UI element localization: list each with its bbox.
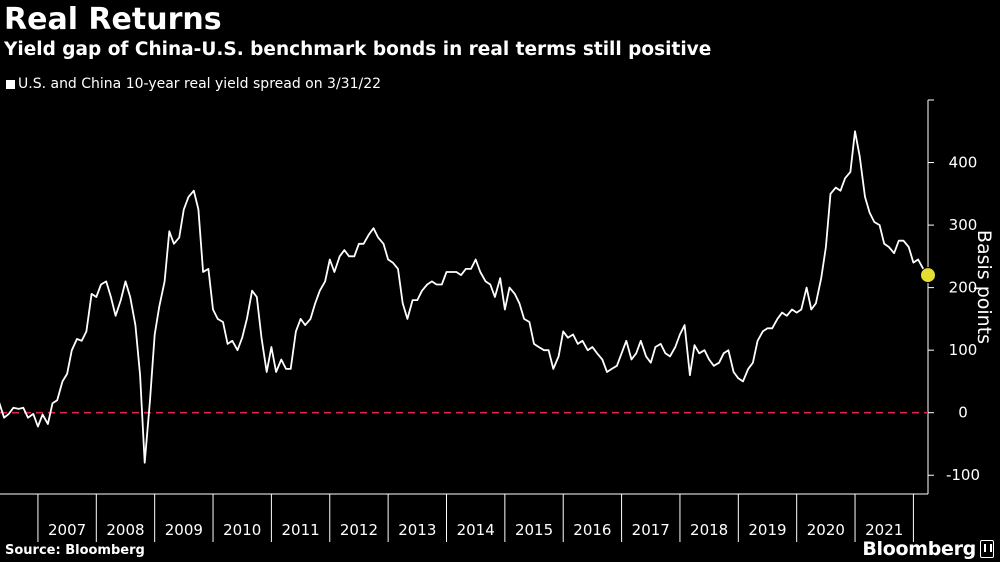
x-tick-label: 2019 bbox=[748, 521, 786, 539]
y-tick-label: 400 bbox=[949, 154, 978, 172]
chart-title: Real Returns bbox=[4, 2, 222, 37]
x-tick-label: 2020 bbox=[807, 521, 845, 539]
y-axis-title: Basis points bbox=[973, 230, 995, 344]
latest-value-marker bbox=[920, 267, 936, 284]
x-tick-label: 2009 bbox=[165, 521, 203, 539]
x-tick-label: 2013 bbox=[398, 521, 436, 539]
brand-logo: Bloomberg bbox=[862, 537, 994, 561]
x-tick-label: 2011 bbox=[281, 521, 319, 539]
x-tick-label: 2012 bbox=[340, 521, 378, 539]
y-tick-label: 300 bbox=[949, 216, 978, 234]
y-tick-label: 200 bbox=[949, 279, 978, 297]
x-tick-label: 2021 bbox=[865, 521, 903, 539]
x-tick-label: 2010 bbox=[223, 521, 261, 539]
y-tick-label: 100 bbox=[949, 341, 978, 359]
x-tick-label: 2015 bbox=[515, 521, 553, 539]
y-tick-label: -100 bbox=[946, 466, 980, 484]
bloomberg-icon bbox=[980, 540, 994, 558]
legend: U.S. and China 10-year real yield spread… bbox=[6, 75, 381, 93]
x-tick-label: 2018 bbox=[690, 521, 728, 539]
x-tick-label: 2017 bbox=[632, 521, 670, 539]
x-tick-label: 2008 bbox=[106, 521, 144, 539]
y-tick-label: 0 bbox=[958, 404, 968, 422]
legend-label: U.S. and China 10-year real yield spread… bbox=[18, 76, 382, 92]
source-note: Source: Bloomberg bbox=[5, 543, 145, 558]
series-line bbox=[0, 130, 929, 464]
x-tick-label: 2007 bbox=[48, 521, 86, 539]
chart-subtitle: Yield gap of China-U.S. benchmark bonds … bbox=[4, 39, 712, 60]
x-tick-label: 2016 bbox=[573, 521, 611, 539]
brand-name: Bloomberg bbox=[862, 538, 976, 560]
legend-swatch bbox=[6, 79, 15, 89]
x-tick-label: 2014 bbox=[457, 521, 495, 539]
